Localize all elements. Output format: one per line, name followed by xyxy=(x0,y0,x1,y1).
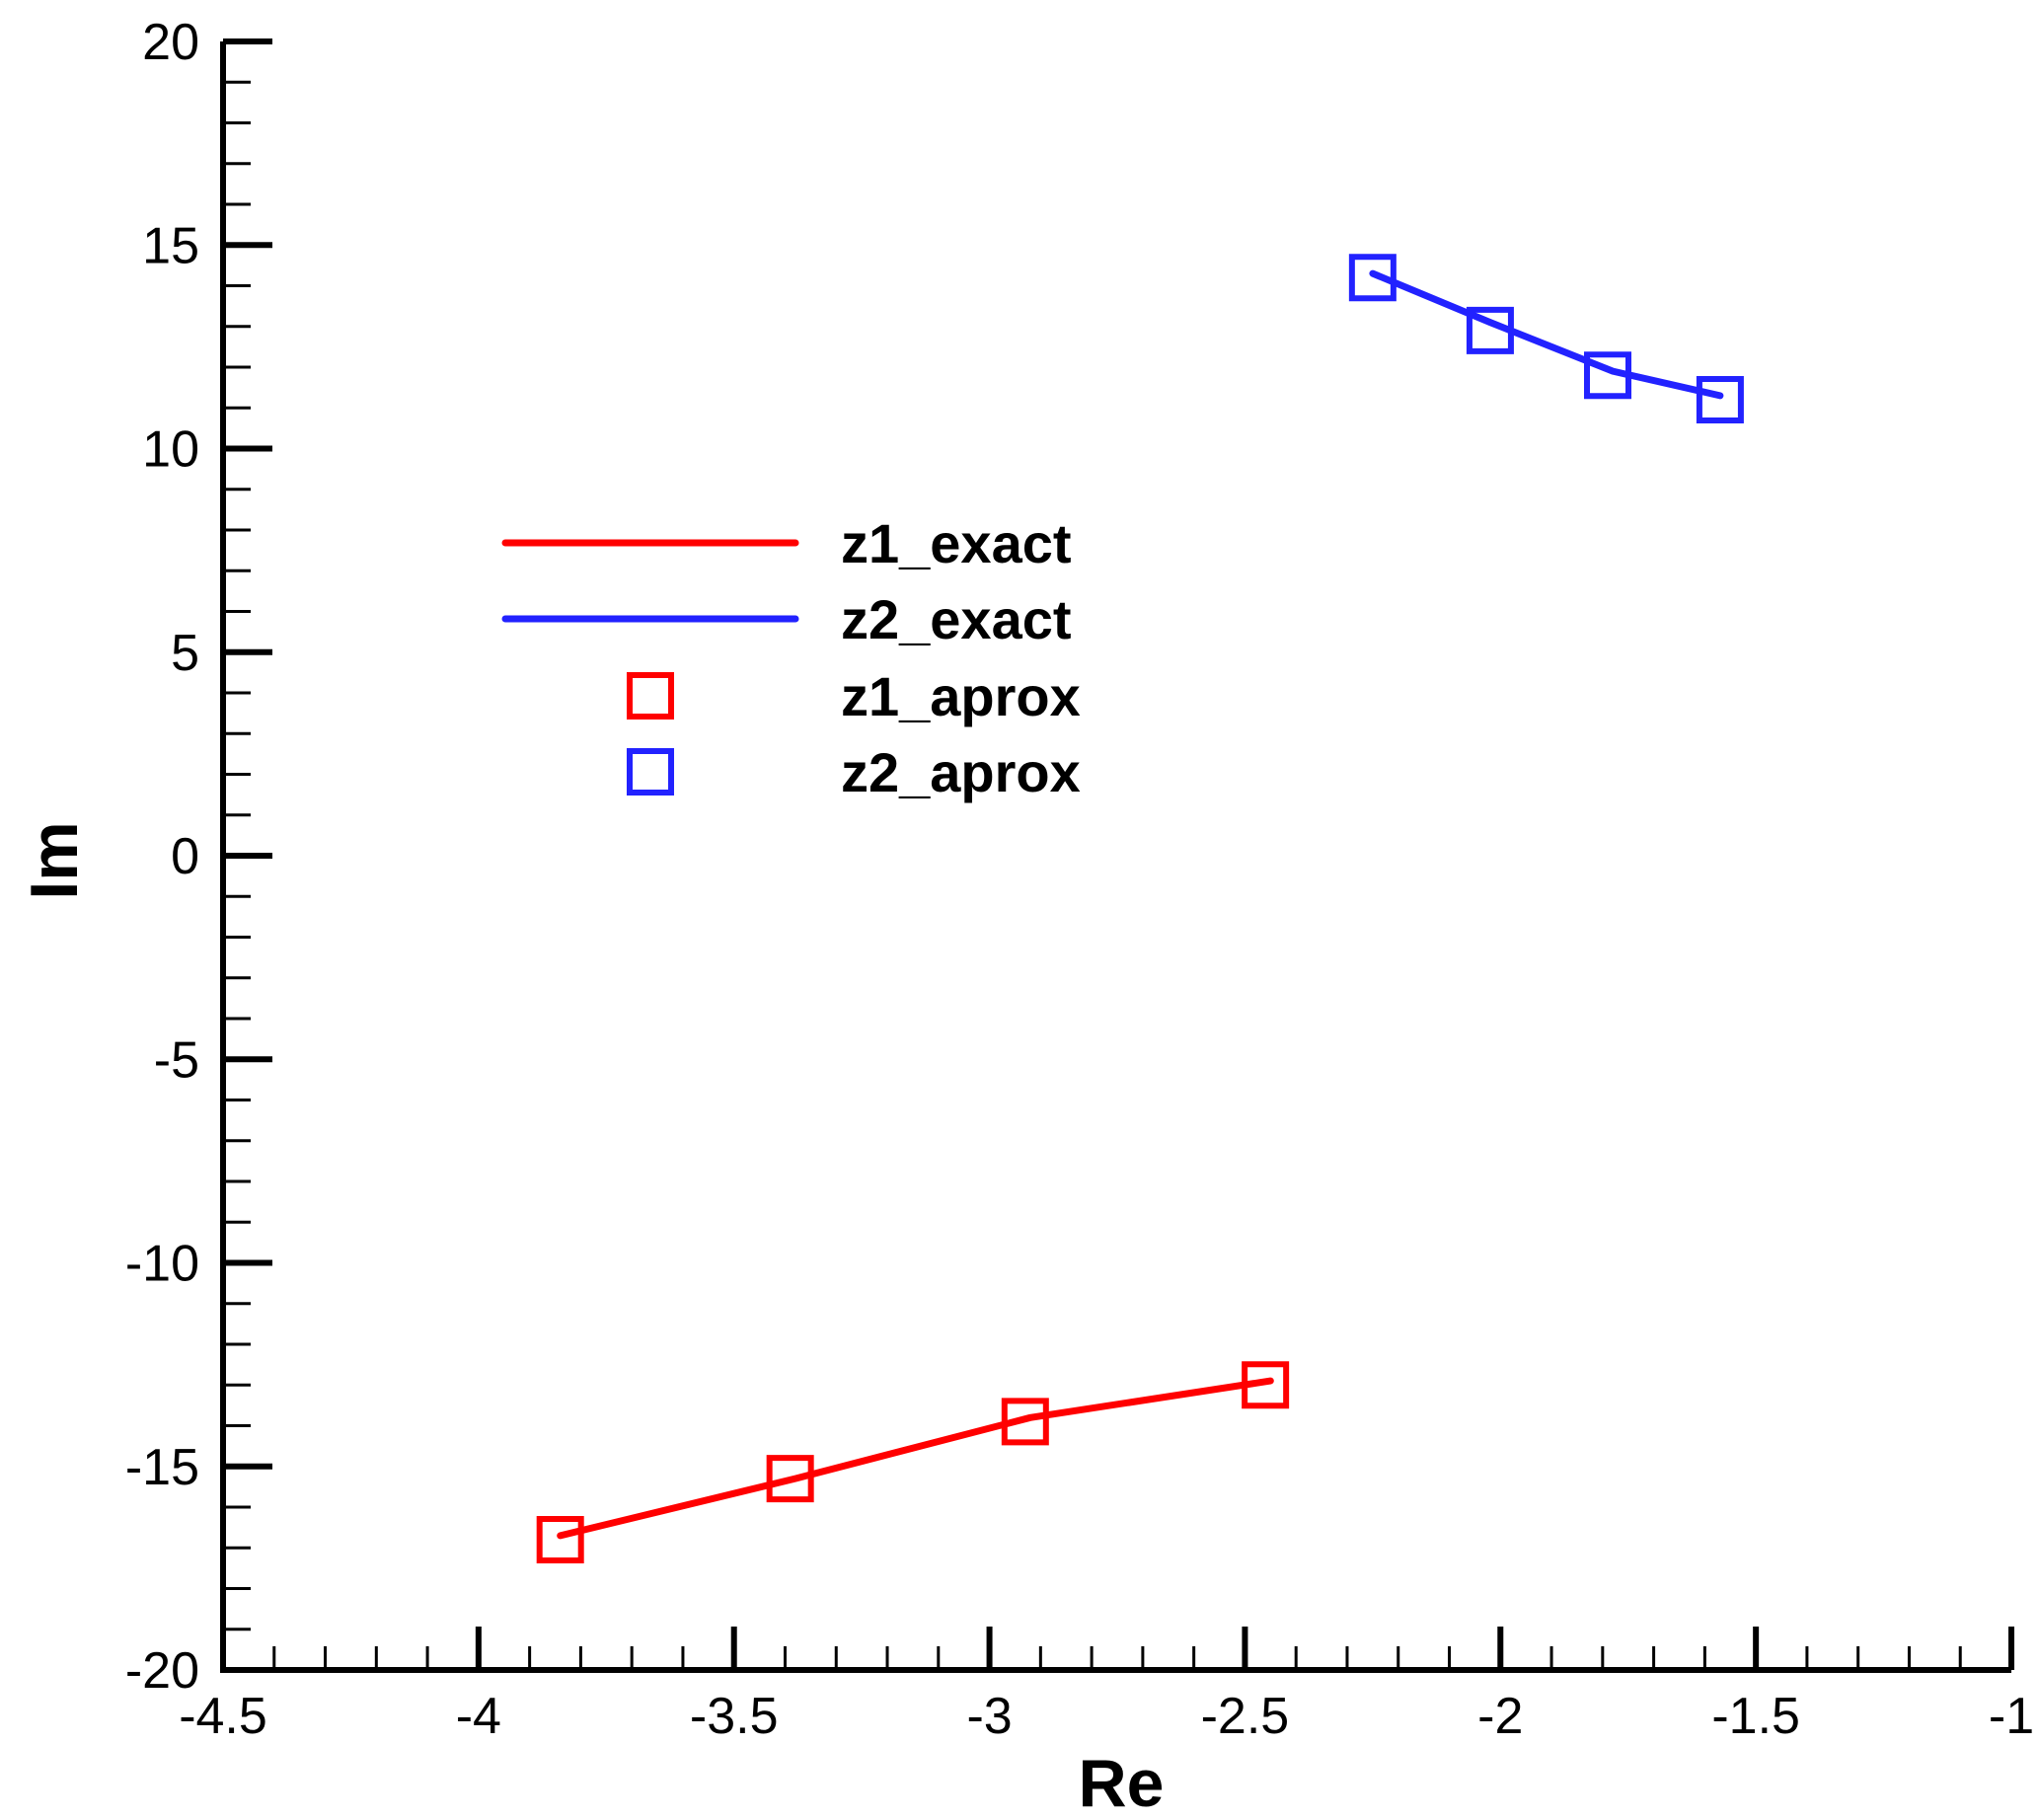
y-axis-title: Im xyxy=(17,821,92,899)
legend-label-z1-exact: z1_exact xyxy=(841,512,1072,574)
y-tick-label: 5 xyxy=(171,625,199,682)
legend-label-z1-aprox: z1_aprox xyxy=(841,665,1081,727)
y-tick-label: 15 xyxy=(142,217,199,274)
y-tick-label: 20 xyxy=(142,14,199,71)
y-tick-label: -15 xyxy=(125,1439,199,1496)
data-point-z1-aprox xyxy=(1001,1398,1049,1446)
x-tick-label: -1.5 xyxy=(1711,1688,1800,1745)
axes-layer: -4.5 -4 -3.5 -3 -2.5 -2 -1.5 -1 20 15 10 5 0 -5 -10 -15… xyxy=(125,14,2034,1745)
y-tick-label: -20 xyxy=(125,1642,199,1700)
series-layer xyxy=(536,254,1744,1563)
y-tick-label: 10 xyxy=(142,421,199,479)
series-line-z1-exact xyxy=(557,1377,1274,1540)
data-point-z2-aprox xyxy=(1584,351,1632,400)
x-tick-label: -3.5 xyxy=(690,1688,779,1745)
x-tick-label: -1 xyxy=(1989,1688,2034,1745)
data-point-z1-aprox xyxy=(536,1516,584,1563)
legend-label-z2-aprox: z2_aprox xyxy=(841,741,1081,803)
y-tick-label: -5 xyxy=(154,1031,199,1089)
x-tick-label: -2 xyxy=(1477,1688,1523,1745)
data-point-z2-aprox xyxy=(1348,254,1397,302)
x-tick-label: -4.5 xyxy=(179,1688,267,1745)
data-point-z2-aprox xyxy=(1466,306,1514,354)
x-axis-title: Re xyxy=(1079,1746,1165,1815)
series-line-z2-exact xyxy=(1369,269,1724,400)
y-tick-label: -10 xyxy=(125,1236,199,1293)
data-point-z1-aprox xyxy=(766,1455,814,1503)
x-tick-label: -4 xyxy=(456,1688,501,1745)
legend-label-z2-exact: z2_exact xyxy=(841,588,1072,650)
x-tick-label: -3 xyxy=(966,1688,1012,1745)
legend: z1_exact z2_exact z1_aprox z2_aprox xyxy=(501,512,1081,803)
x-tick-label: -2.5 xyxy=(1201,1688,1290,1745)
legend-marker-z1-aprox xyxy=(627,672,674,720)
data-point-z1-aprox xyxy=(1242,1361,1290,1409)
data-point-z2-aprox xyxy=(1696,376,1744,423)
y-tick-label: 0 xyxy=(171,828,199,885)
legend-marker-z2-aprox xyxy=(627,748,674,796)
